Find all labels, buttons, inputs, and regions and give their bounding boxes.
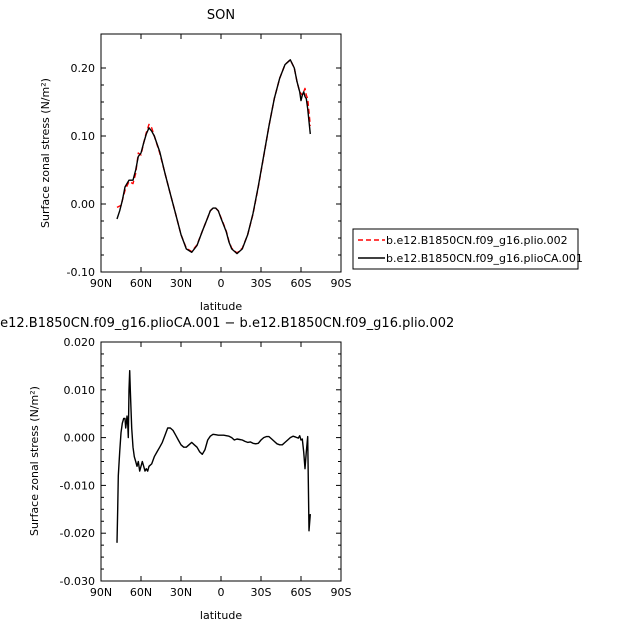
top-x-tick-label: 90S — [331, 277, 352, 290]
top-chart-ylabel: Surface zonal stress (N/m²) — [39, 78, 52, 228]
bottom-y-tick-label: -0.010 — [60, 479, 95, 492]
top-y-tick-label: 0.00 — [71, 198, 96, 211]
bottom-x-tick-label: 90N — [90, 586, 112, 599]
bottom-y-tick-label: -0.030 — [60, 575, 95, 588]
bottom-chart-ylabel: Surface zonal stress (N/m²) — [28, 386, 41, 536]
top-y-tick-label: -0.10 — [67, 266, 95, 279]
bottom-x-tick-label: 60S — [291, 586, 312, 599]
top-x-tick-label: 0 — [218, 277, 225, 290]
top-chart-series-group — [116, 59, 311, 255]
bottom-chart-xlabel: latitude — [200, 609, 242, 622]
top-x-tick-label: 60S — [291, 277, 312, 290]
bottom-series-line-0 — [116, 370, 311, 543]
legend: b.e12.B1850CN.f09_g16.plio.002 b.e12.B18… — [352, 228, 583, 270]
top-chart-frame — [100, 33, 342, 273]
top-x-tick-label: 60N — [130, 277, 152, 290]
legend-box — [352, 228, 579, 270]
bottom-x-tick-label: 60N — [130, 586, 152, 599]
top-x-tick-label: 30S — [251, 277, 272, 290]
bottom-chart-series-group — [116, 370, 311, 543]
top-series-line-1 — [116, 59, 311, 255]
bottom-x-tick-label: 30N — [170, 586, 192, 599]
top-y-tick-label: 0.10 — [71, 130, 96, 143]
bottom-chart-panel: b.e12.B1850CN.f09_g16.plioCA.001 − b.e12… — [0, 316, 454, 622]
legend-label-pliocA-001: b.e12.B1850CN.f09_g16.plioCA.001 — [386, 252, 583, 265]
bottom-y-tick-label: 0.000 — [64, 432, 96, 445]
top-chart-xlabel: latitude — [200, 300, 242, 313]
top-chart-title: SON — [207, 8, 235, 23]
bottom-x-tick-label: 0 — [218, 586, 225, 599]
bottom-chart-title: b.e12.B1850CN.f09_g16.plioCA.001 − b.e12… — [0, 316, 454, 331]
top-series-line-0 — [116, 59, 311, 254]
bottom-x-tick-label: 30S — [251, 586, 272, 599]
legend-label-plio-002: b.e12.B1850CN.f09_g16.plio.002 — [386, 234, 568, 247]
top-chart-panel: SON 90N 60N 30N 0 30S 60S 90S -0.10 0.00 0.10 0.20… — [39, 8, 352, 313]
bottom-y-tick-label: -0.020 — [60, 527, 95, 540]
top-x-tick-label: 30N — [170, 277, 192, 290]
bottom-x-tick-label: 90S — [331, 586, 352, 599]
top-y-tick-label: 0.20 — [71, 62, 96, 75]
top-x-tick-label: 90N — [90, 277, 112, 290]
bottom-y-tick-label: 0.010 — [64, 384, 96, 397]
bottom-y-tick-label: 0.020 — [64, 336, 96, 349]
